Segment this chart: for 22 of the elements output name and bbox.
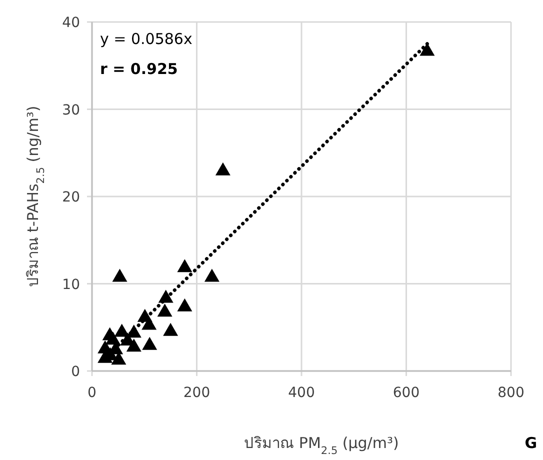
x-tick-label: 400 [288, 385, 315, 401]
text: G [524, 434, 537, 452]
y-tick-label: 40 [62, 15, 80, 31]
point [157, 304, 172, 317]
y-tick-label: 30 [62, 102, 80, 118]
x-axis-title: ปริมาณ PM$_{2.5}$ (µg/m³) [244, 434, 399, 457]
x-tick-label: 0 [88, 385, 96, 401]
point [112, 268, 128, 282]
point [177, 259, 192, 272]
y-tick-label: 20 [62, 190, 80, 206]
y-tick-label: 0 [71, 364, 80, 380]
x-tick-label: 800 [498, 385, 524, 401]
y-tick-label: 10 [62, 276, 80, 293]
annotation: r = 0.925 [100, 60, 178, 78]
point [204, 268, 220, 282]
point [163, 322, 178, 336]
point [177, 298, 192, 312]
x-tick-label: 200 [183, 385, 210, 401]
point [215, 162, 230, 176]
point [142, 336, 158, 350]
annotation: y = 0.0586x [100, 30, 192, 48]
x-tick-label: 600 [392, 385, 420, 401]
